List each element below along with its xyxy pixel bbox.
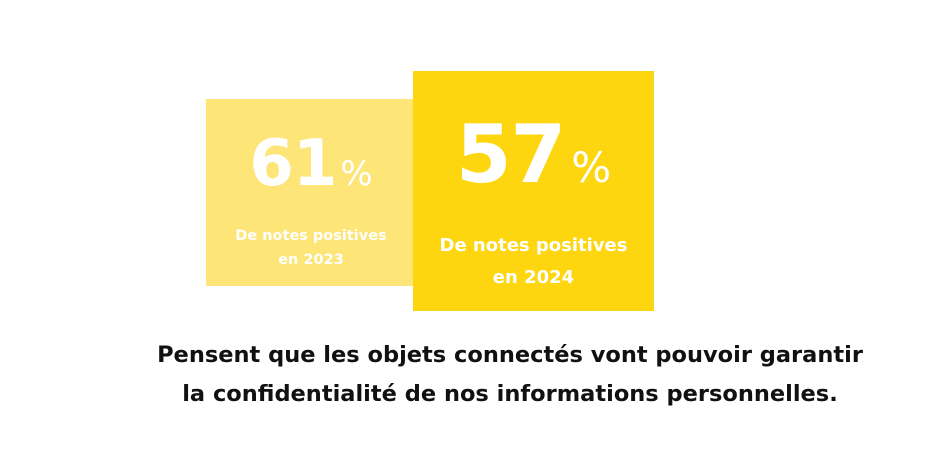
description-text: Pensent que les objets connectés vont po… — [60, 336, 943, 414]
stat-2023-value: 61 — [249, 127, 337, 201]
stat-2024-caption: De notes positives en 2024 — [413, 230, 654, 294]
stat-2024-percent-sign: % — [571, 143, 612, 192]
stat-2023-value-group: 61 % — [206, 132, 416, 196]
stat-2023-caption-line2: en 2023 — [278, 252, 344, 268]
stat-2024-value: 57 — [455, 108, 566, 201]
stat-2023-caption: De notes positives en 2023 — [206, 224, 416, 272]
stat-2024-caption-line1: De notes positives — [439, 235, 628, 256]
stat-card-2024: 57 % De notes positives en 2024 — [413, 71, 654, 311]
description-line1: Pensent que les objets connectés vont po… — [157, 342, 863, 368]
description-line2: la confidentialité de nos informations p… — [182, 381, 838, 407]
stat-2024-value-group: 57 % — [413, 115, 654, 195]
stat-2023-percent-sign: % — [340, 154, 373, 194]
stat-2023-caption-line1: De notes positives — [235, 228, 387, 244]
stat-2024-caption-line2: en 2024 — [492, 267, 575, 288]
stat-card-2023: 61 % De notes positives en 2023 — [206, 99, 416, 286]
